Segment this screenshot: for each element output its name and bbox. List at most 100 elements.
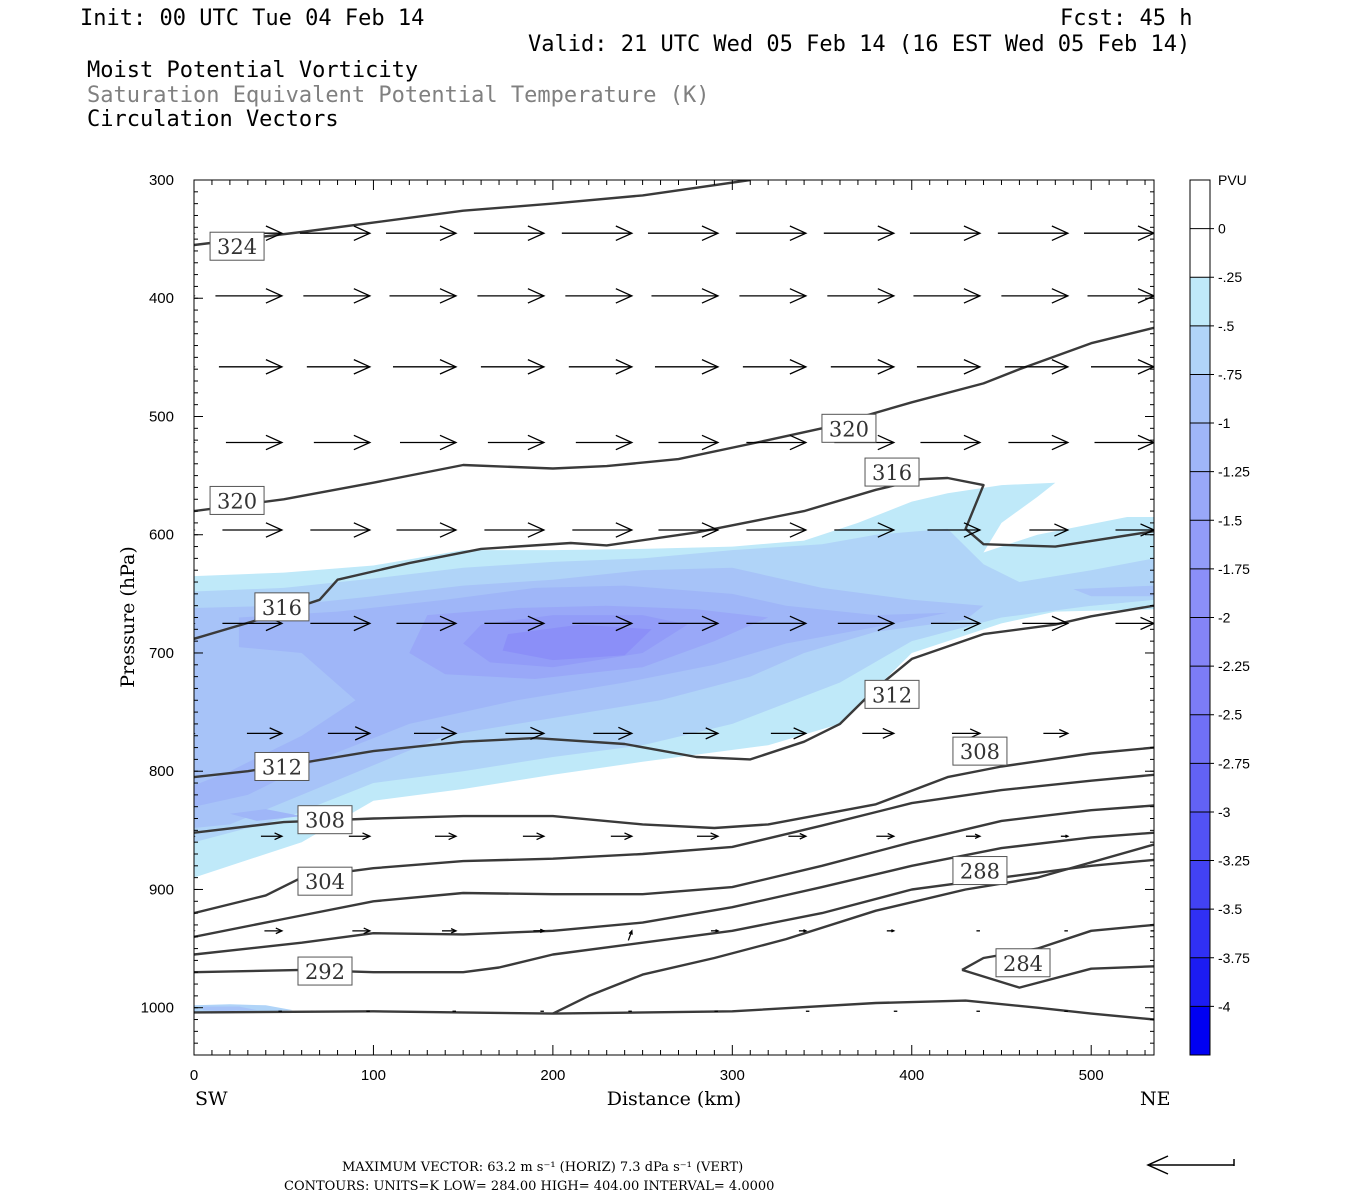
colorbar-swatch-11 [1190,714,1210,764]
contour-284-10 [961,923,1154,971]
vector-r7-6 [696,832,720,841]
colorbar-swatch-13 [1190,811,1210,861]
vector-r0-7 [735,225,808,242]
vector-r7-10 [1060,834,1070,838]
contour-312-3 [194,604,1154,779]
x-axis-title: Distance (km) [607,1088,742,1110]
vector-r2-7 [742,359,808,375]
vector-r2-8 [830,359,896,375]
colorbar-swatch-4 [1190,374,1210,424]
colorbar-tick-label-15: -3.75 [1218,950,1250,966]
y-tick-label-900: 900 [149,881,174,898]
y-tick-label-1000: 1000 [141,1000,174,1017]
vector-r8-2 [352,927,372,935]
vector-r6-4 [505,726,546,741]
colorbar-tick-label-6: -1.5 [1218,512,1242,528]
colorbar-swatch-17 [1190,1006,1210,1055]
y-tick-label-700: 700 [149,645,174,662]
max-vector-note: MAXIMUM VECTOR: 63.2 m s⁻¹ (HORIZ) 7.3 d… [342,1160,743,1175]
x-tick-label-0: 0 [190,1067,198,1084]
y-axis-title: Pressure (hPa) [117,546,139,688]
vector-r0-11 [1084,225,1154,242]
contour-label-320: 320 [217,489,257,513]
colorbar-tick-label-9: -2.25 [1218,658,1250,674]
vector-r6-9 [951,728,982,739]
colorbar-swatch-16 [1190,957,1210,1007]
vector-r4-1 [222,522,284,538]
vector-r8-6 [710,929,720,933]
x-tick-label-500: 500 [1079,1067,1104,1084]
vector-r1-3 [389,288,458,304]
vector-r0-10 [997,225,1070,242]
colorbar-swatch-14 [1190,860,1210,910]
vector-r4-5 [572,522,634,538]
vector-r7-9 [965,833,982,840]
vector-r8-7 [798,929,808,933]
vector-r4-2 [310,522,372,538]
vector-r2-0 [194,366,196,368]
sw-label: SW [195,1088,228,1110]
colorbar-swatch-9 [1190,617,1210,667]
contour-label-320: 320 [829,417,869,441]
contour-label-292: 292 [305,960,345,984]
vector-r0-4 [473,225,546,242]
vector-r4-11 [1115,523,1154,537]
colorbar-tick-label-8: -2 [1218,610,1231,626]
vector-r4-10 [1029,523,1070,537]
pv-region-3 [194,585,948,807]
vector-r3-10 [1008,434,1070,451]
circulation-vector-layer [194,225,1154,1012]
vector-r4-4 [484,522,546,538]
contour-284-11 [961,965,1154,989]
contour-label-324: 324 [217,235,257,259]
axes-layer: 300 400 500 600 700 800 900 1000 0 100 200 300 400 50… [141,172,1154,1084]
vector-r5-0 [194,622,196,625]
vector-r0-9 [909,225,982,242]
contour-label-308: 308 [305,809,345,833]
vector-r2-5 [568,359,634,375]
colorbar-swatch-8 [1190,568,1210,618]
vector-r6-7 [770,727,808,740]
vector-r1-2 [303,288,372,304]
pv-colorbar: 0 -.25 -.5 -.75 -1 -1.25 -1.5 -1.75 -2 -2.25 -2.5 -… [1189,179,1250,1056]
contour-label-box-3 [254,592,310,622]
vector-r8-1 [264,927,284,935]
vector-r7-8 [876,832,896,840]
vector-r1-7 [739,288,808,304]
vector-r0-0 [194,232,196,234]
vector-r2-4 [480,359,546,375]
contour-label-316: 316 [872,461,912,485]
field-title-vectors: Circulation Vectors [87,107,339,132]
field-title-theta-es: Saturation Equivalent Potential Temperat… [87,83,710,108]
contour-300-6 [194,804,1154,938]
contour-label-box-12 [995,948,1051,978]
contour-label-284: 284 [1003,952,1043,976]
vector-r5-2 [310,615,372,632]
contour-324-0 [194,180,751,247]
colorbar-tick-label-14: -3.5 [1218,901,1242,917]
vector-r7-5 [610,832,634,841]
vector-r2-9 [916,359,982,375]
contour-label-box-8 [952,736,1008,766]
x-tick-label-100: 100 [361,1067,386,1084]
pv-region-10 [203,1006,257,1012]
y-tick-label-600: 600 [149,527,174,544]
colorbar-unit-label: PVU [1218,172,1247,188]
pv-region-11 [229,809,302,821]
vector-r3-9 [920,434,982,451]
pv-region-8 [1073,585,1154,597]
contour-label-box-11 [952,856,1008,886]
vector-r1-1 [215,288,284,304]
vector-r6-6 [682,727,720,740]
vector-r6-1 [246,727,284,740]
vector-r2-10 [1004,359,1070,375]
colorbar-swatch-3 [1190,325,1210,375]
vector-r5-8 [837,615,896,632]
colorbar-tick-label-7: -1.75 [1218,561,1250,577]
vector-r6-5 [593,726,634,741]
colorbar-tick-label-5: -1.25 [1218,464,1250,480]
colorbar-tick-label-2: -.5 [1218,318,1235,334]
contour-label-box-6 [864,679,920,709]
reference-vector-arrow [1146,1155,1235,1175]
